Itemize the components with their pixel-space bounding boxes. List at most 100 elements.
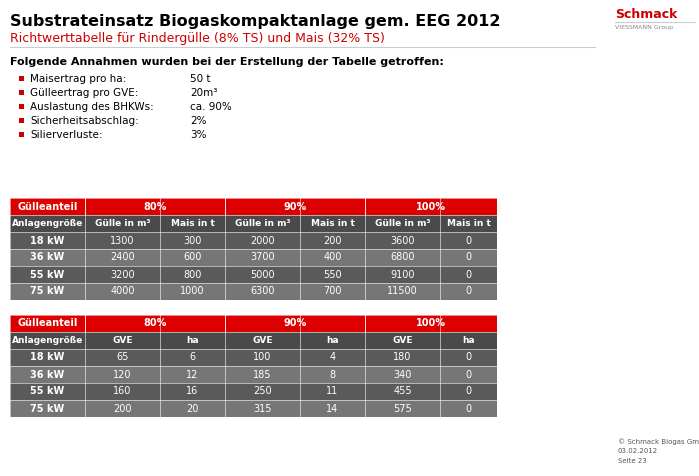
Bar — [365, 349, 440, 366]
Bar — [440, 215, 497, 232]
Bar — [225, 383, 300, 400]
Bar — [365, 366, 440, 383]
Text: 300: 300 — [183, 236, 202, 246]
Text: Schmack: Schmack — [615, 8, 677, 21]
Bar — [10, 266, 85, 283]
Bar — [10, 315, 85, 332]
Text: 0: 0 — [466, 269, 472, 279]
Text: 11: 11 — [326, 387, 338, 397]
Text: ha: ha — [186, 336, 199, 345]
Text: 1000: 1000 — [180, 287, 205, 297]
Text: 0: 0 — [466, 353, 472, 363]
Text: 1300: 1300 — [110, 236, 135, 246]
Bar — [300, 283, 365, 300]
Bar — [160, 383, 225, 400]
Bar — [225, 349, 300, 366]
Text: 18 kW: 18 kW — [30, 236, 65, 246]
Text: 0: 0 — [466, 387, 472, 397]
Text: 12: 12 — [187, 369, 199, 379]
Text: VIESSMANN Group: VIESSMANN Group — [615, 25, 673, 30]
Text: 4: 4 — [329, 353, 336, 363]
Bar — [365, 315, 497, 332]
Bar — [225, 332, 300, 349]
Text: Gülleanteil: Gülleanteil — [17, 201, 78, 211]
Bar — [440, 249, 497, 266]
Text: Substrateinsatz Biogaskompaktanlage gem. EEG 2012: Substrateinsatz Biogaskompaktanlage gem.… — [10, 14, 500, 29]
Bar — [10, 215, 85, 232]
Text: 0: 0 — [466, 404, 472, 414]
Text: 3200: 3200 — [110, 269, 135, 279]
Text: 600: 600 — [183, 252, 202, 262]
Text: Silierverluste:: Silierverluste: — [30, 129, 103, 139]
Bar — [365, 332, 440, 349]
Text: 90%: 90% — [283, 201, 307, 211]
Bar — [85, 383, 160, 400]
Text: ha: ha — [326, 336, 339, 345]
Bar — [10, 366, 85, 383]
Text: 6: 6 — [189, 353, 196, 363]
Text: Mais in t: Mais in t — [171, 219, 215, 228]
Bar — [225, 198, 365, 215]
Text: 185: 185 — [253, 369, 272, 379]
Bar — [19, 90, 24, 95]
Text: 100: 100 — [253, 353, 272, 363]
Text: 0: 0 — [466, 369, 472, 379]
Bar — [19, 104, 24, 109]
Text: GVE: GVE — [392, 336, 412, 345]
Bar — [300, 400, 365, 417]
Bar — [225, 232, 300, 249]
Text: 180: 180 — [394, 353, 412, 363]
Text: 3600: 3600 — [390, 236, 415, 246]
Bar — [85, 349, 160, 366]
Bar — [10, 383, 85, 400]
Bar — [225, 283, 300, 300]
Bar — [19, 132, 24, 137]
Text: 0: 0 — [466, 236, 472, 246]
Bar — [160, 232, 225, 249]
Text: Anlagengröße: Anlagengröße — [12, 219, 83, 228]
Text: Mais in t: Mais in t — [447, 219, 491, 228]
Bar — [85, 315, 225, 332]
Bar — [365, 283, 440, 300]
Text: 18 kW: 18 kW — [30, 353, 65, 363]
Bar — [365, 232, 440, 249]
Bar — [365, 400, 440, 417]
Text: 20m³: 20m³ — [190, 88, 217, 98]
Bar — [85, 249, 160, 266]
Text: 90%: 90% — [283, 318, 307, 328]
Text: 14: 14 — [326, 404, 338, 414]
Bar — [440, 383, 497, 400]
Bar — [300, 215, 365, 232]
Bar — [300, 266, 365, 283]
Text: 75 kW: 75 kW — [30, 404, 64, 414]
Text: ca. 90%: ca. 90% — [190, 101, 232, 111]
Bar — [10, 332, 85, 349]
Text: Folgende Annahmen wurden bei der Erstellung der Tabelle getroffen:: Folgende Annahmen wurden bei der Erstell… — [10, 57, 444, 67]
Text: 55 kW: 55 kW — [30, 387, 64, 397]
Text: 2000: 2000 — [250, 236, 275, 246]
Text: 55 kW: 55 kW — [30, 269, 64, 279]
Text: 20: 20 — [187, 404, 199, 414]
Text: 250: 250 — [253, 387, 272, 397]
Text: 550: 550 — [323, 269, 342, 279]
Bar — [300, 232, 365, 249]
Bar — [300, 366, 365, 383]
Bar — [10, 400, 85, 417]
Text: 6800: 6800 — [390, 252, 415, 262]
Text: Richtwerttabelle für Rindergülle (8% TS) und Mais (32% TS): Richtwerttabelle für Rindergülle (8% TS)… — [10, 32, 385, 45]
Text: Sicherheitsabschlag:: Sicherheitsabschlag: — [30, 116, 138, 126]
Bar — [85, 332, 160, 349]
Text: 575: 575 — [393, 404, 412, 414]
Text: GVE: GVE — [252, 336, 273, 345]
Text: Gülle in m³: Gülle in m³ — [235, 219, 290, 228]
Text: Mais in t: Mais in t — [310, 219, 354, 228]
Bar — [300, 349, 365, 366]
Text: 80%: 80% — [143, 318, 166, 328]
Bar — [160, 349, 225, 366]
Text: 315: 315 — [253, 404, 272, 414]
Text: 50 t: 50 t — [190, 73, 210, 83]
Bar — [160, 215, 225, 232]
Bar — [160, 249, 225, 266]
Text: 200: 200 — [113, 404, 131, 414]
Bar — [10, 198, 85, 215]
